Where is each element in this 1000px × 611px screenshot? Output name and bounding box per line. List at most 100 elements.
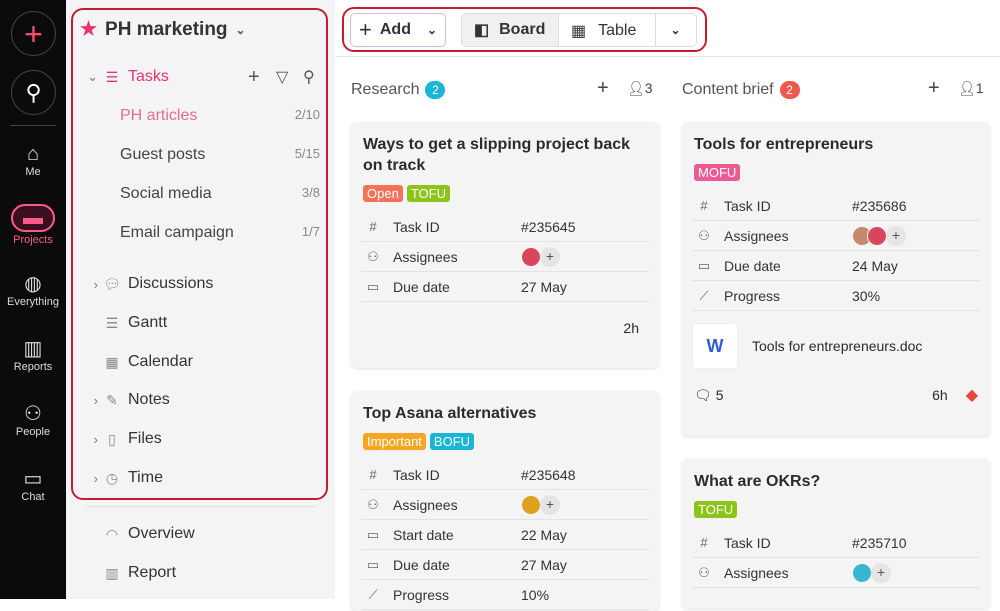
toolbar: + Add ⌄ ◧ Board ▦ Table ⌄ xyxy=(335,0,1000,57)
sidebar-item-time[interactable]: › ◷ Time xyxy=(66,463,335,493)
avatar[interactable] xyxy=(521,494,541,515)
tag[interactable]: MOFU xyxy=(694,164,741,181)
chevron-right-icon: › xyxy=(93,276,98,292)
task-card[interactable]: Ways to get a slipping project back on t… xyxy=(351,122,659,368)
rail-item-reports[interactable]: ▥ Reports xyxy=(0,337,66,373)
task-card[interactable]: Tools for entrepreneurs MOFU # Task ID #235… xyxy=(682,122,990,436)
members-count[interactable]: 👤︎3 xyxy=(627,80,653,96)
card-title: Ways to get a slipping project back on t… xyxy=(363,136,631,174)
search-button[interactable]: ⚲ xyxy=(11,70,56,115)
more-views-button[interactable]: ⌄ xyxy=(655,14,695,46)
calendar-icon: ▭ xyxy=(366,556,380,572)
attachment[interactable]: W Tools for entrepreneurs.doc xyxy=(692,323,980,369)
avatar[interactable] xyxy=(521,246,541,267)
project-switcher[interactable]: ★ PH marketing ⌄ xyxy=(80,18,246,41)
dashboard-icon: ◠ xyxy=(105,525,119,542)
card-title: Top Asana alternatives xyxy=(363,405,537,422)
rail-item-everything[interactable]: ◍ Everything xyxy=(0,272,66,308)
list-item-guest-posts[interactable]: Guest posts 5/15 xyxy=(120,146,320,163)
calendar-icon: ▭ xyxy=(366,526,380,542)
report-icon: ▥ xyxy=(105,564,119,581)
globe-icon: ◍ xyxy=(24,273,42,295)
calendar-icon: ▭ xyxy=(697,257,711,273)
members-count[interactable]: 👤︎1 xyxy=(958,80,984,96)
card-field[interactable]: # Task ID #235686 xyxy=(692,191,980,221)
progress-icon: ⟋ xyxy=(368,586,378,602)
card-field[interactable]: ▭ Due date 24 May xyxy=(692,251,980,281)
card-field[interactable]: # Task ID #235710 xyxy=(692,528,980,558)
task-card[interactable]: Top Asana alternatives Important BOFU # Tas… xyxy=(351,391,659,611)
card-field[interactable]: ⚇ Assignees + xyxy=(361,242,649,272)
card-field[interactable]: ▭ Due date 27 May xyxy=(361,272,649,302)
avatar[interactable] xyxy=(852,562,872,583)
hash-icon: # xyxy=(369,219,377,234)
card-field[interactable]: # Task ID #235645 xyxy=(361,212,649,242)
sidebar-item-files[interactable]: › ▯ Files xyxy=(66,424,335,454)
notes-icon: ✎ xyxy=(106,391,118,408)
sidebar-item-report[interactable]: ▥ Report xyxy=(66,558,335,588)
people-icon: ⚇ xyxy=(24,403,42,425)
add-card-icon[interactable]: + xyxy=(928,77,940,99)
sidebar-item-discussions[interactable]: › 💬︎ Discussions xyxy=(66,269,335,299)
card-field[interactable]: ⟋ Progress 10% xyxy=(361,580,649,610)
list-item-email-campaign[interactable]: Email campaign 1/7 xyxy=(120,224,320,241)
card-field[interactable]: ⚇ Assignees + xyxy=(692,558,980,588)
add-assignee-icon[interactable]: + xyxy=(871,562,891,583)
gantt-icon: ☰ xyxy=(105,314,119,331)
column-header: Content brief 2 xyxy=(682,80,800,100)
board-icon: ◧ xyxy=(474,22,490,39)
card-field[interactable]: ⚇ Assignees + xyxy=(692,221,980,251)
add-button[interactable]: + Add ⌄ xyxy=(350,13,446,47)
list-item-social-media[interactable]: Social media 3/8 xyxy=(120,185,320,202)
sidebar-item-gantt[interactable]: ☰ Gantt xyxy=(66,308,335,338)
sidebar-item-overview[interactable]: ◠ Overview xyxy=(66,519,335,549)
sidebar-item-notes[interactable]: › ✎ Notes xyxy=(66,385,335,415)
filter-icon[interactable]: ▽ xyxy=(276,69,289,86)
column-header: Research 2 xyxy=(351,80,446,100)
rail-item-projects[interactable]: ▬ Projects xyxy=(0,204,66,246)
card-field[interactable]: # Task ID #235648 xyxy=(361,460,649,490)
rail-item-people[interactable]: ⚇ People xyxy=(0,402,66,438)
word-doc-icon: W xyxy=(692,323,738,369)
comment-icon[interactable]: 🗨︎ xyxy=(694,386,712,403)
tag[interactable]: Open xyxy=(363,185,403,202)
table-view-tab[interactable]: ▦ Table xyxy=(571,22,637,40)
card-field[interactable]: ▭ Due date 27 May xyxy=(361,550,649,580)
rail-item-chat[interactable]: ▭ Chat xyxy=(0,467,66,503)
chevron-down-icon: ⌄ xyxy=(670,23,681,37)
card-field[interactable]: ▭ Start date 22 May xyxy=(361,520,649,550)
hash-icon: # xyxy=(700,535,708,550)
add-assignee-icon[interactable]: + xyxy=(886,225,906,246)
progress-icon: ⟋ xyxy=(699,287,709,303)
tag[interactable]: BOFU xyxy=(429,433,475,450)
tag[interactable]: TOFU xyxy=(694,501,738,518)
create-button[interactable]: + xyxy=(11,11,56,56)
file-icon: ▯ xyxy=(108,430,116,447)
folder-icon: ▬ xyxy=(11,204,55,232)
list-item-ph-articles[interactable]: PH articles 2/10 xyxy=(120,107,320,124)
task-card[interactable]: What are OKRs? TOFU # Task ID #235710 ⚇ Assig… xyxy=(682,459,990,609)
board-view-tab[interactable]: ◧ Board xyxy=(462,14,559,46)
plus-icon: + xyxy=(24,15,43,52)
assignees-icon: ⚇ xyxy=(367,496,379,512)
chat-icon: ▭ xyxy=(23,468,43,490)
time-tracked: 2h xyxy=(623,320,639,336)
priority-icon[interactable]: ◆ xyxy=(965,387,978,404)
person-icon: 👤︎ xyxy=(958,80,976,96)
tag[interactable]: Important xyxy=(363,433,426,450)
sidebar-item-tasks[interactable]: ⌄ ☰ Tasks + ▽ ⚲ xyxy=(66,62,335,92)
add-assignee-icon[interactable]: + xyxy=(540,494,560,515)
add-assignee-icon[interactable]: + xyxy=(540,246,560,267)
add-task-icon[interactable]: + xyxy=(248,65,260,88)
card-field[interactable]: ⟋ Progress 30% xyxy=(692,281,980,311)
rail-item-me[interactable]: ⌂ Me xyxy=(0,142,66,178)
avatar[interactable] xyxy=(867,225,887,246)
home-icon: ⌂ xyxy=(26,143,40,165)
search-icon[interactable]: ⚲ xyxy=(303,69,315,86)
chevron-right-icon: › xyxy=(93,431,98,447)
add-card-icon[interactable]: + xyxy=(597,77,609,99)
card-field[interactable]: ⚇ Assignees + xyxy=(361,490,649,520)
tag[interactable]: TOFU xyxy=(406,185,450,202)
chevron-right-icon: › xyxy=(93,470,98,486)
sidebar-item-calendar[interactable]: ▦ Calendar xyxy=(66,347,335,377)
